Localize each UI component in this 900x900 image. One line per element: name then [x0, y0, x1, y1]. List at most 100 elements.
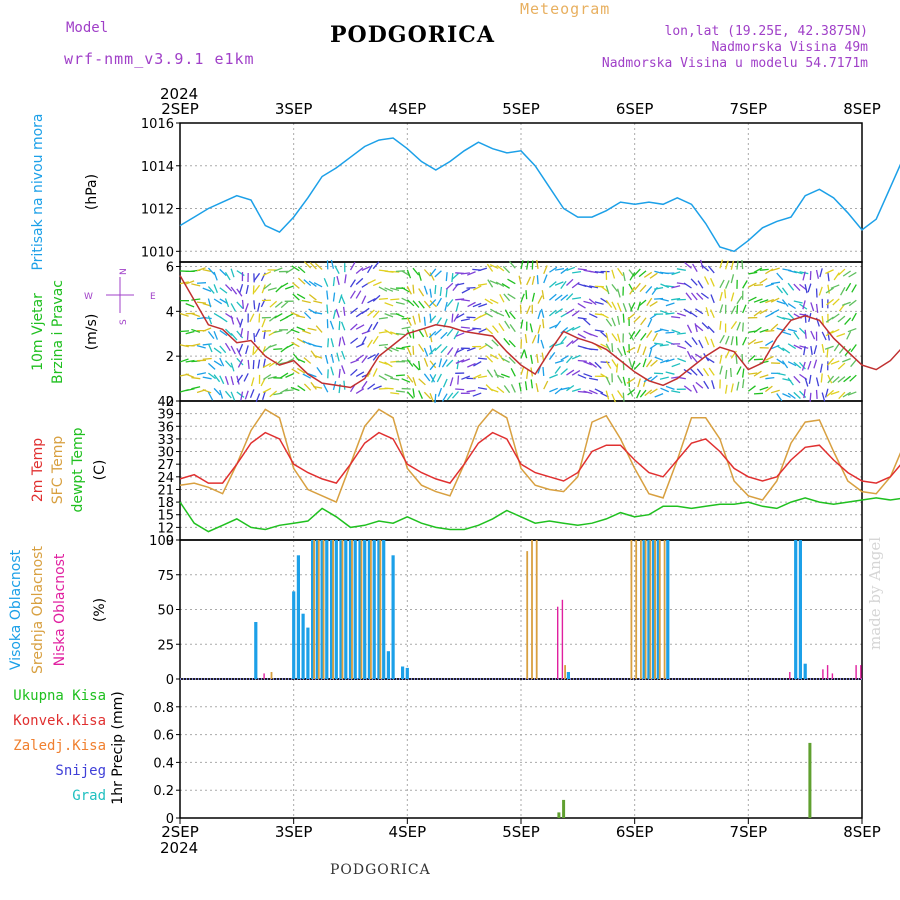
- wind-arrow: [830, 284, 840, 289]
- wind-arrow: [423, 269, 431, 277]
- wind-arrow: [736, 381, 740, 391]
- wind-arrow: [240, 328, 244, 338]
- cloud-bar: [370, 540, 372, 679]
- precip-axis-title: 1hr Precip (mm): [110, 691, 126, 804]
- wind-arrow: [202, 343, 212, 346]
- wind-arrow: [429, 362, 437, 371]
- wind-arrow: [588, 298, 597, 306]
- wind-arrow: [395, 390, 405, 393]
- bottom-date-label: 8SEP: [843, 823, 881, 841]
- wind-arrow: [833, 343, 840, 352]
- wind-arrow: [640, 332, 647, 341]
- wind-arrow: [665, 331, 675, 334]
- y-tick-label: 1012: [141, 203, 174, 218]
- wind-arrow: [253, 346, 261, 355]
- wind-arrow: [611, 343, 614, 353]
- wind-arrow: [600, 361, 610, 364]
- wind-arrow: [735, 354, 738, 364]
- wind-arrow: [202, 376, 212, 380]
- wind-arrow: [378, 297, 388, 300]
- bottom-date-label: 5SEP: [502, 823, 540, 841]
- wind-arrow: [349, 261, 356, 271]
- wind-arrow: [489, 264, 499, 270]
- wind-arrow: [645, 286, 653, 294]
- wind-arrow: [683, 385, 692, 392]
- wind-arrow: [384, 373, 394, 379]
- wind-arrow: [313, 311, 323, 315]
- wind-arrow: [495, 311, 505, 317]
- wind-arrow: [549, 373, 558, 379]
- wind-arrow: [350, 307, 359, 315]
- wind-arrow: [830, 360, 840, 365]
- wind-arrow: [813, 359, 818, 369]
- wind-arrow: [255, 328, 261, 338]
- wind-arrow: [330, 259, 335, 269]
- wind-arrow: [827, 375, 835, 384]
- wind-arrow: [243, 373, 249, 382]
- cloud-bar: [348, 540, 353, 679]
- wind-arrow: [824, 388, 829, 398]
- wind-arrow: [303, 311, 312, 320]
- wind-arrow: [262, 387, 272, 394]
- wind-arrow: [616, 288, 621, 298]
- wind-arrow: [793, 331, 800, 340]
- wind-arrow: [600, 285, 609, 293]
- wind-arrow: [530, 354, 534, 364]
- wind-arrow: [255, 393, 261, 403]
- wind-arrow: [730, 274, 735, 284]
- wind-arrow: [308, 293, 317, 301]
- wind-arrow: [499, 293, 505, 303]
- wind-arrow: [418, 313, 421, 323]
- cloud-bar: [647, 540, 651, 679]
- wind-arrow: [501, 357, 510, 364]
- wind-arrow: [810, 345, 813, 355]
- dewpt-axis-title: dewpt Temp: [70, 427, 86, 512]
- wind-arrow: [378, 286, 388, 292]
- wind-arrow: [765, 355, 774, 361]
- wind-arrow: [355, 354, 364, 361]
- wind-arrow: [710, 277, 715, 287]
- wind-arrow: [296, 315, 306, 319]
- wind-arrow: [484, 298, 493, 305]
- wind-arrow: [830, 328, 840, 334]
- wind-arrow: [543, 274, 548, 284]
- model-name: wrf-nmm_v3.9.1 e1km: [64, 50, 255, 68]
- wind-arrow: [412, 267, 420, 276]
- wind-arrow: [451, 273, 454, 283]
- wind-arrow: [406, 374, 414, 383]
- wind-arrow: [594, 301, 604, 305]
- wind-arrow: [548, 293, 557, 301]
- wind-arrow: [799, 327, 807, 335]
- wind-arrow: [554, 294, 563, 302]
- wind-arrow: [748, 282, 757, 288]
- wind-arrow: [583, 360, 593, 366]
- wind-arrow: [847, 327, 857, 333]
- wind-arrow: [224, 284, 233, 292]
- wind-arrow: [378, 375, 388, 381]
- wind-arrow: [676, 332, 686, 335]
- wind-arrow: [759, 328, 769, 333]
- wind-arrow: [765, 376, 775, 380]
- wind-arrow: [793, 391, 801, 399]
- wind-arrow: [445, 282, 454, 290]
- wind-arrow: [261, 390, 266, 400]
- cloud-bar: [855, 665, 857, 679]
- wind-arrow: [412, 388, 415, 398]
- wind-arrow: [611, 301, 617, 311]
- y-tick-label: 6: [166, 260, 174, 275]
- wind-arrow: [736, 321, 741, 331]
- wind-arrow: [436, 297, 442, 307]
- wind-arrow: [434, 343, 442, 352]
- wind-arrow: [290, 386, 300, 392]
- wind-arrow: [764, 385, 773, 393]
- wind-arrow: [560, 267, 569, 275]
- wind-arrow: [537, 310, 542, 320]
- wind-arrow: [478, 313, 488, 319]
- wind-arrow: [472, 302, 482, 308]
- wind-arrow: [695, 324, 704, 332]
- wind-arrow: [267, 287, 277, 291]
- wind-arrow: [498, 323, 505, 332]
- wind-arrow: [372, 310, 380, 319]
- wind-arrow: [291, 282, 300, 289]
